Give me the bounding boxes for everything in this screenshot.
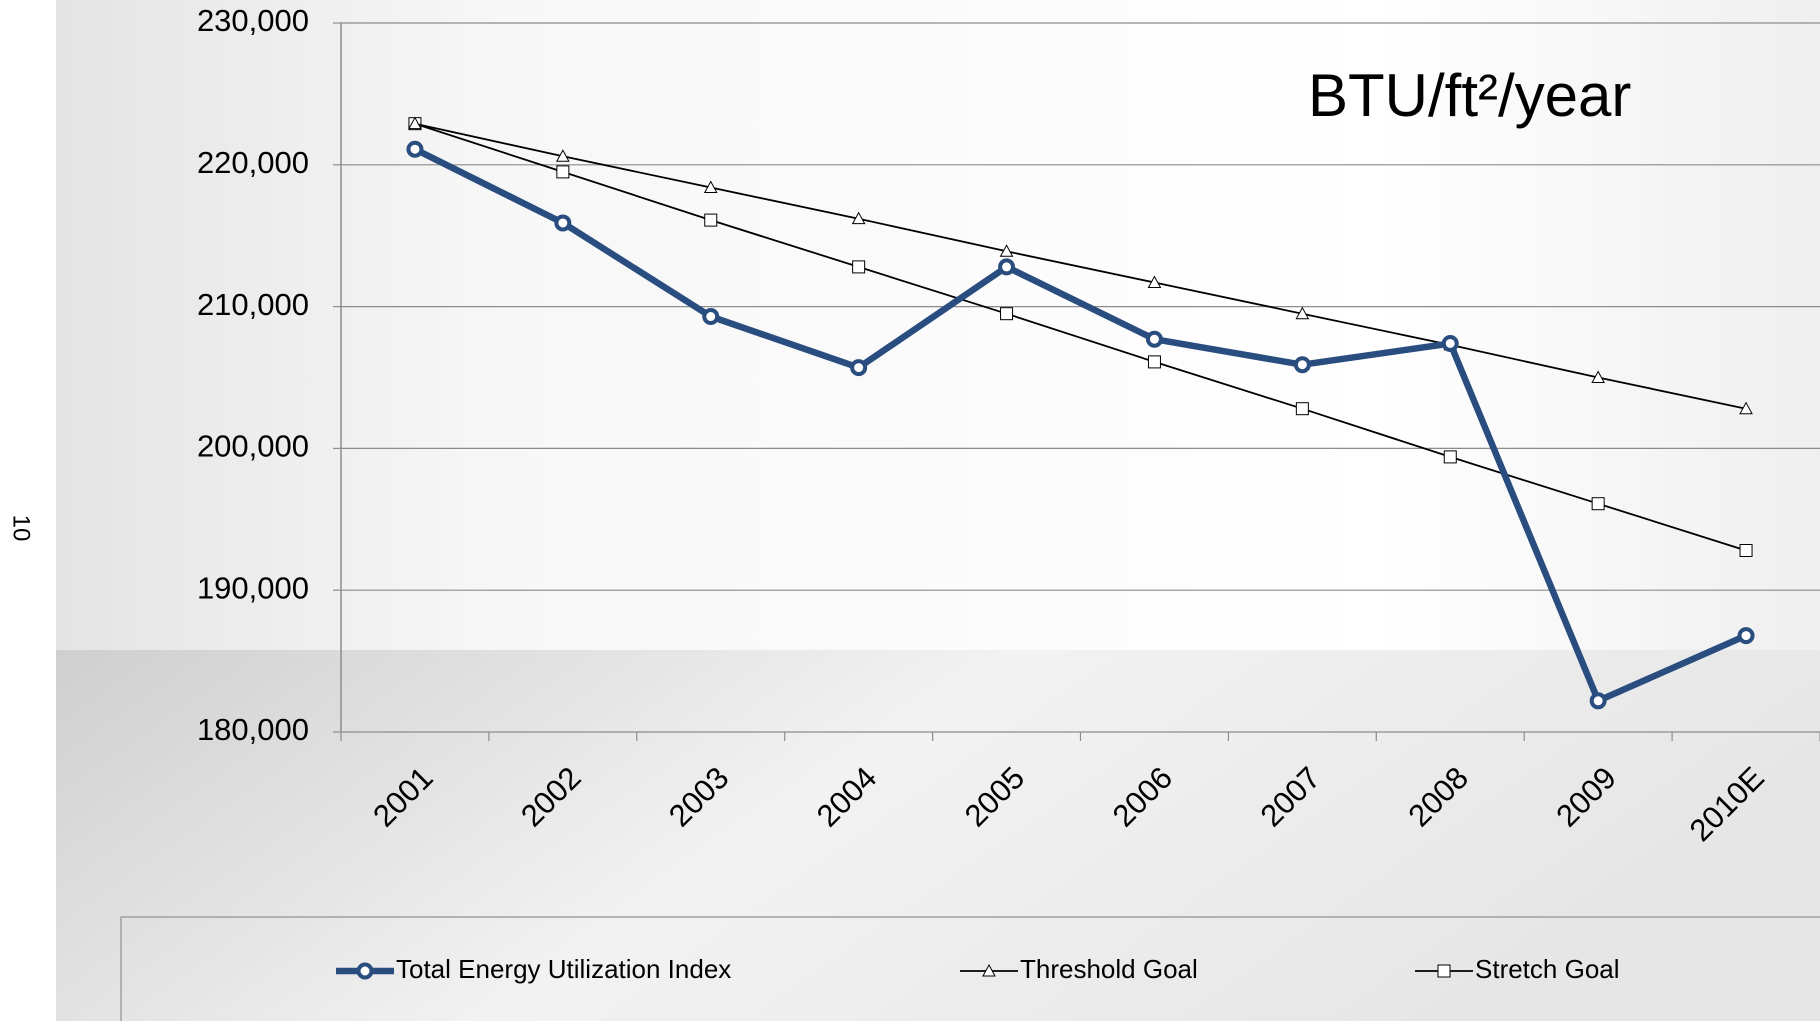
y-tick-label: 190,000: [197, 570, 309, 605]
y-tick-label: 230,000: [197, 3, 309, 38]
point: [556, 149, 570, 162]
point: [1441, 334, 1459, 352]
y-tick-label: 220,000: [197, 145, 309, 180]
point: [1437, 964, 1451, 978]
y-tick-label: 210,000: [197, 287, 309, 322]
point: [998, 258, 1016, 276]
series-line: [414, 122, 1747, 410]
series: [408, 117, 1753, 557]
point: [851, 211, 866, 225]
point: [703, 180, 718, 193]
point: [852, 260, 866, 274]
point: [1591, 497, 1605, 511]
series-line: [413, 146, 1748, 705]
y-tick-label: 180,000: [197, 712, 309, 747]
point: [1147, 355, 1161, 369]
point: [1147, 275, 1162, 288]
legend-label: Stretch Goal: [1475, 954, 1620, 984]
page-number: 10: [8, 515, 35, 542]
point: [1295, 402, 1309, 416]
point: [1737, 627, 1755, 645]
point: [702, 308, 720, 326]
series: [408, 116, 1753, 415]
point: [1591, 370, 1605, 383]
point: [1443, 450, 1457, 464]
point: [1739, 543, 1753, 557]
point: [982, 963, 996, 977]
point: [406, 140, 424, 158]
point: [554, 214, 572, 232]
point: [1000, 307, 1014, 321]
point: [556, 165, 570, 179]
point: [1739, 401, 1753, 415]
y-tick-label: 200,000: [197, 429, 309, 464]
point: [1295, 306, 1310, 320]
point: [408, 116, 422, 130]
point: [704, 213, 718, 227]
legend-label: Threshold Goal: [1020, 954, 1198, 984]
point: [1145, 330, 1163, 348]
background-top: [56, 0, 1820, 650]
series-line: [414, 122, 1747, 552]
legend-box: [120, 916, 1820, 1021]
point: [999, 244, 1014, 257]
annotation: BTU/ft²/year: [1308, 62, 1631, 129]
series: [406, 140, 1755, 710]
legend-label: Total Energy Utilization Index: [396, 954, 731, 984]
point: [356, 962, 374, 980]
point: [850, 359, 868, 377]
background-bottom: [56, 650, 1820, 1021]
point: [1589, 692, 1607, 710]
point: [1293, 356, 1311, 374]
